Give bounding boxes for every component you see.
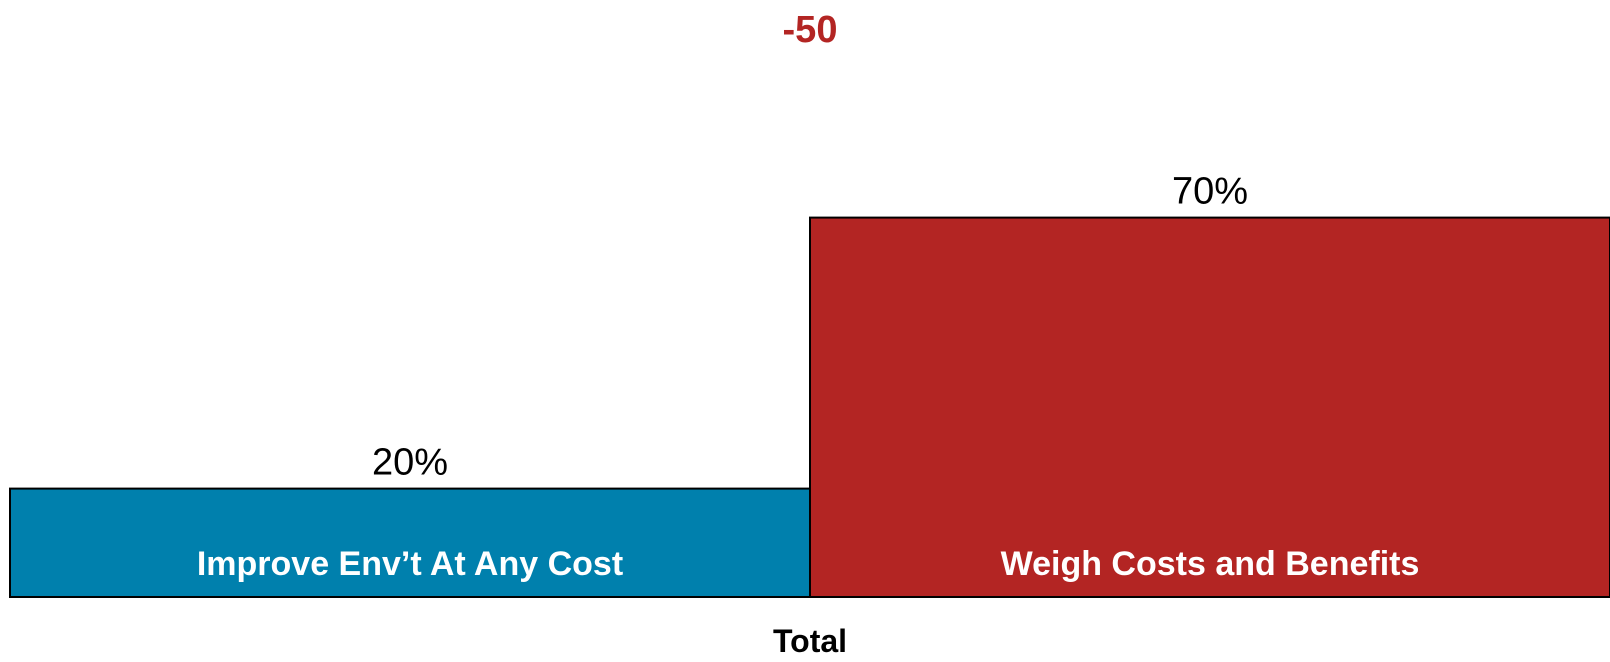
difference-label: -50 [783,9,838,51]
bar-segment-label-1: Improve Env’t At Any Cost [197,545,623,583]
bar-value-label-2: 70% [1172,171,1248,213]
labels-layer: 20% Improve Env’t At Any Cost 70% Weigh Cos… [197,171,1420,583]
bar-segment-2 [809,216,1610,598]
bar-segment-1 [9,487,811,599]
bar-value-label-1: 20% [372,442,448,484]
bars-layer [9,216,1610,599]
category-axis-label: Total [773,623,847,657]
bar-segment-label-2: Weigh Costs and Benefits [1001,545,1420,583]
